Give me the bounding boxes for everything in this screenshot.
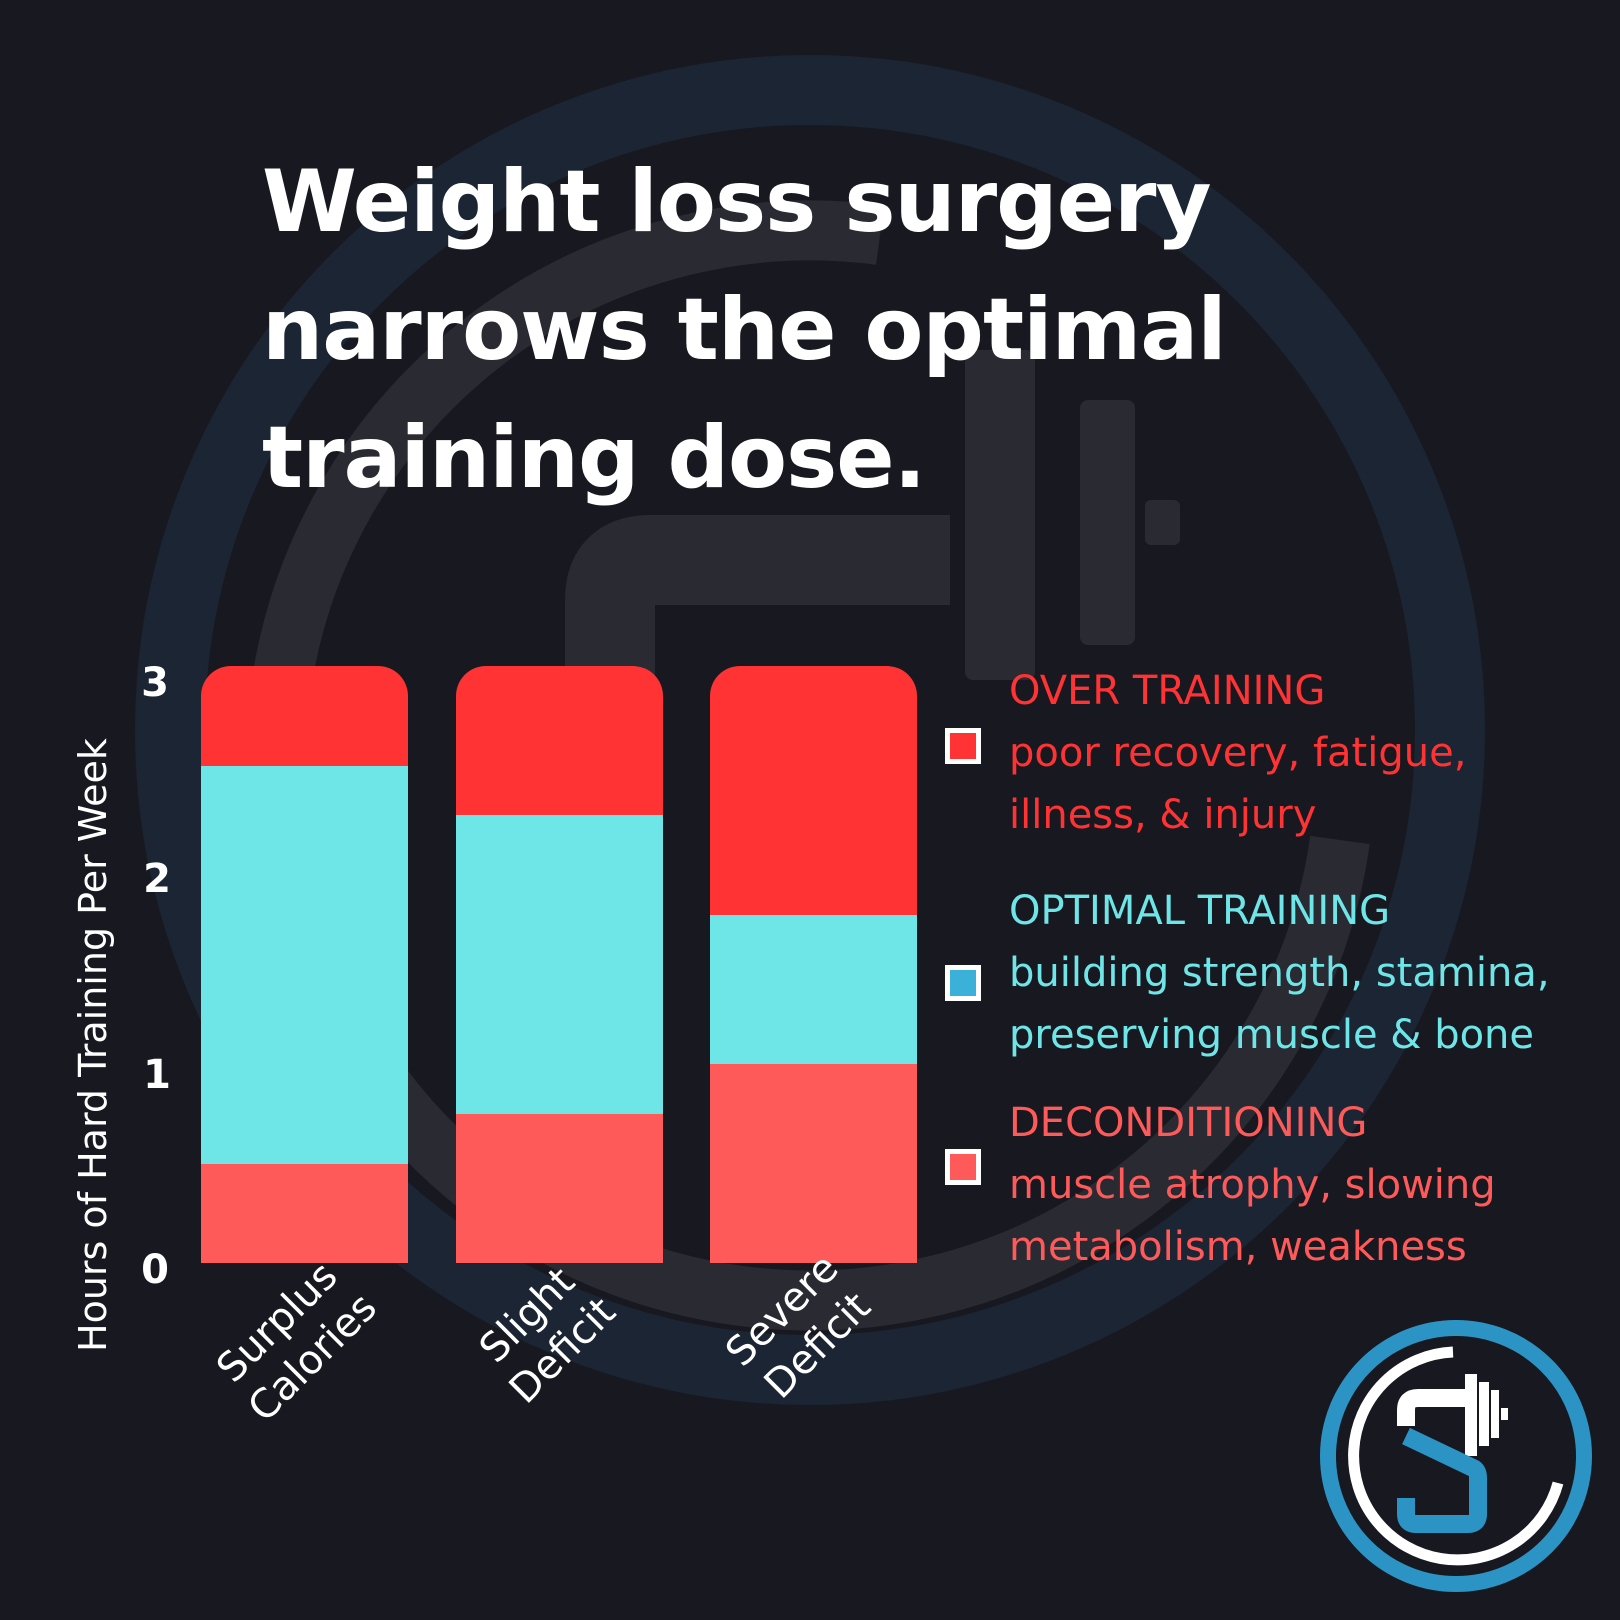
legend-text: OPTIMAL TRAINING building strength, stam… [1009, 880, 1550, 1066]
segment-deconditioning [456, 1114, 663, 1263]
bar-severe-deficit [710, 666, 917, 1263]
legend-item-deconditioning: DECONDITIONING muscle atrophy, slowing m… [945, 1092, 1605, 1282]
legend-desc: muscle atrophy, slowing [1009, 1162, 1496, 1208]
legend-swatch [945, 728, 981, 764]
segment-deconditioning [710, 1064, 917, 1263]
y-tick-1: 1 [143, 1052, 171, 1098]
segment-over-training [456, 666, 663, 815]
legend-item-optimal-training: OPTIMAL TRAINING building strength, stam… [945, 880, 1605, 1070]
bar-surplus-calories [201, 666, 408, 1263]
page-title: Weight loss surgery narrows the optimal … [262, 138, 1362, 522]
bar-slight-deficit [456, 666, 663, 1263]
segment-deconditioning [201, 1164, 408, 1263]
segment-optimal-training [456, 815, 663, 1114]
segment-optimal-training [710, 915, 917, 1064]
segment-over-training [201, 666, 408, 766]
title-line: Weight loss surgery [262, 152, 1212, 252]
title-line: training dose. [262, 408, 926, 508]
legend-item-over-training: OVER TRAINING poor recovery, fatigue, il… [945, 660, 1605, 850]
legend-heading: OPTIMAL TRAINING [1009, 888, 1391, 934]
legend-desc: preserving muscle & bone [1009, 1012, 1535, 1058]
legend-swatch [945, 965, 981, 1001]
legend-text: OVER TRAINING poor recovery, fatigue, il… [1009, 660, 1466, 846]
y-tick-3: 3 [141, 660, 169, 706]
legend-desc: building strength, stamina, [1009, 950, 1550, 996]
legend-desc: poor recovery, fatigue, [1009, 730, 1467, 776]
legend-desc: illness, & injury [1009, 792, 1317, 838]
y-tick-0: 0 [141, 1247, 169, 1293]
y-tick-2: 2 [143, 856, 171, 902]
segment-optimal-training [201, 766, 408, 1164]
legend-heading: OVER TRAINING [1009, 668, 1326, 714]
segment-over-training [710, 666, 917, 915]
legend-swatch [945, 1149, 981, 1185]
legend-desc: metabolism, weakness [1009, 1224, 1467, 1270]
y-axis-label: Hours of Hard Training Per Week [71, 738, 115, 1352]
title-line: narrows the optimal [262, 280, 1227, 380]
legend-text: DECONDITIONING muscle atrophy, slowing m… [1009, 1092, 1496, 1278]
legend-heading: DECONDITIONING [1009, 1100, 1368, 1146]
dumbbell-s-logo-icon [1320, 1320, 1592, 1592]
